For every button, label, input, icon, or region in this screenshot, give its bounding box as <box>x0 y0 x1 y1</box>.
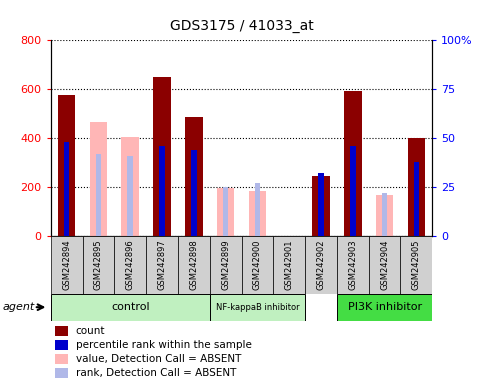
Text: count: count <box>75 326 105 336</box>
Text: GDS3175 / 41033_at: GDS3175 / 41033_at <box>170 19 313 33</box>
Text: GSM242895: GSM242895 <box>94 239 103 290</box>
Bar <box>51 294 210 321</box>
Text: NF-kappaB inhibitor: NF-kappaB inhibitor <box>215 303 299 312</box>
Text: GSM242904: GSM242904 <box>380 239 389 290</box>
Bar <box>121 137 139 236</box>
Bar <box>90 122 107 236</box>
Text: GSM242901: GSM242901 <box>284 239 294 290</box>
Text: GSM242894: GSM242894 <box>62 239 71 290</box>
Bar <box>128 156 133 236</box>
Bar <box>55 340 68 350</box>
Bar <box>58 95 75 236</box>
Bar <box>376 195 393 236</box>
Text: PI3K inhibitor: PI3K inhibitor <box>348 302 422 312</box>
Bar <box>55 368 68 378</box>
Bar <box>83 236 114 294</box>
Bar <box>344 91 362 236</box>
Bar <box>350 146 355 236</box>
Text: GSM242896: GSM242896 <box>126 239 135 290</box>
Bar <box>369 236 400 294</box>
Bar <box>413 162 419 236</box>
Text: control: control <box>111 302 150 312</box>
Bar <box>337 294 432 321</box>
Bar <box>305 236 337 294</box>
Text: GSM242897: GSM242897 <box>157 239 167 290</box>
Bar <box>273 236 305 294</box>
Text: GSM242905: GSM242905 <box>412 239 421 290</box>
Text: agent: agent <box>2 302 35 312</box>
Bar <box>146 236 178 294</box>
Bar <box>249 191 266 236</box>
Bar <box>400 236 432 294</box>
Text: GSM242902: GSM242902 <box>316 239 326 290</box>
Bar <box>337 236 369 294</box>
Text: GSM242898: GSM242898 <box>189 239 199 290</box>
Bar <box>55 354 68 364</box>
Bar <box>408 138 425 236</box>
Bar <box>210 236 242 294</box>
Text: value, Detection Call = ABSENT: value, Detection Call = ABSENT <box>75 354 241 364</box>
Bar <box>185 117 202 236</box>
Bar <box>51 236 83 294</box>
Bar <box>210 294 305 321</box>
Bar <box>178 236 210 294</box>
Text: rank, Detection Call = ABSENT: rank, Detection Call = ABSENT <box>75 368 236 378</box>
Bar <box>255 183 260 236</box>
Bar <box>382 193 387 236</box>
Text: GSM242899: GSM242899 <box>221 239 230 290</box>
Bar <box>153 77 171 236</box>
Text: percentile rank within the sample: percentile rank within the sample <box>75 340 251 350</box>
Text: GSM242903: GSM242903 <box>348 239 357 290</box>
Bar <box>96 154 101 236</box>
Bar <box>114 236 146 294</box>
Bar <box>242 236 273 294</box>
Bar <box>312 176 330 236</box>
Text: GSM242900: GSM242900 <box>253 239 262 290</box>
Bar <box>191 150 197 236</box>
Bar <box>64 142 70 236</box>
Bar <box>55 326 68 336</box>
Bar <box>318 174 324 236</box>
Bar <box>159 146 165 236</box>
Bar <box>217 189 234 236</box>
Bar <box>223 187 228 236</box>
